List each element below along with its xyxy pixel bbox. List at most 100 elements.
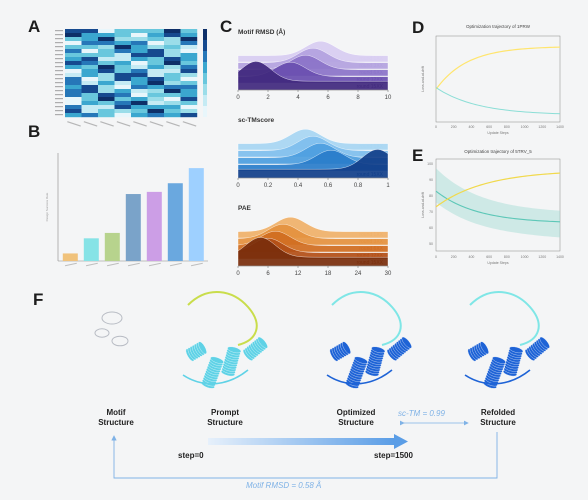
traj-e-frame	[435, 158, 561, 252]
heatmap-cell	[81, 41, 99, 46]
heatmap-row-tick	[55, 86, 63, 88]
panel-label-d: D	[412, 18, 425, 37]
heatmap-cell	[65, 33, 82, 38]
heatmap-cell	[164, 93, 181, 98]
caption-optimized-text: Optimized Structure	[336, 408, 376, 427]
heatmap-col-tick	[133, 121, 147, 127]
helix-turn	[401, 336, 412, 349]
heatmap-cell	[180, 69, 198, 74]
sc-tm-text: sc-TM = 0.99	[398, 409, 445, 418]
ridge-curve	[237, 237, 389, 267]
heatmap-cell	[98, 77, 115, 82]
panel-label-c: C	[220, 17, 233, 36]
caption-prompt-structure: Prompt Structure	[190, 408, 260, 428]
heatmap-cell	[65, 37, 82, 42]
heatmap-cell	[114, 45, 132, 50]
heatmap-row-tick	[55, 90, 63, 92]
heatmap-cell	[65, 97, 82, 102]
heatmap-cell	[81, 105, 99, 110]
heatmap-cell	[180, 65, 198, 70]
traj-d-line-teal	[435, 87, 561, 115]
traj-d-xlabel: Update Steps	[487, 131, 508, 135]
heatmap-cell	[147, 77, 165, 82]
heatmap-cell	[114, 97, 132, 102]
heatmap-cell	[114, 69, 132, 74]
heatmap-row-tick	[55, 54, 63, 56]
traj-d-frame	[435, 35, 561, 123]
bar-x-tick	[85, 262, 98, 267]
colorbar-segment	[203, 73, 207, 84]
caption-optimized-structure: Optimized Structure	[316, 408, 396, 428]
heatmap-cell	[114, 85, 132, 90]
ridge-tick-label: 0	[236, 95, 240, 101]
heatmap-cell	[180, 105, 198, 110]
colorbar-segment	[203, 95, 207, 106]
heatmap-cell	[164, 49, 181, 54]
heatmap-cell	[147, 57, 165, 62]
heatmap-cell	[81, 69, 99, 74]
step-end-label: step=1500	[374, 451, 413, 460]
heatmap-col-tick	[149, 121, 164, 127]
ridge-legend: round 12XX	[357, 77, 384, 83]
heatmap-cell	[114, 41, 132, 46]
refolded-structure-render	[464, 291, 550, 389]
colorbar-segment	[203, 40, 207, 51]
heatmap-cell	[131, 81, 148, 86]
traj-e-xtick: 800	[504, 255, 510, 259]
heatmap-cell	[147, 93, 165, 98]
helix-turn	[371, 346, 386, 354]
heatmap-cell	[131, 57, 148, 62]
heatmap-cell	[147, 29, 165, 34]
heatmap-cell	[131, 73, 148, 78]
panel-label-a: A	[28, 17, 41, 36]
heatmap-cell	[65, 29, 82, 34]
heatmap-cell	[81, 77, 99, 82]
heatmap-cell	[98, 93, 115, 98]
heatmap-cell	[131, 33, 148, 38]
traj-d-xtick: 800	[504, 125, 510, 129]
traj-d-ylabel: Loss-and-at-drift	[421, 66, 425, 92]
heatmap-cell	[164, 113, 181, 118]
heatmap-cell	[98, 61, 115, 66]
heatmap-cell	[131, 45, 148, 50]
motif-rmsd-text: Motif RMSD = 0.58 Å	[246, 481, 322, 490]
traj-e-line-teal	[435, 190, 561, 223]
heatmap-cell	[180, 57, 198, 62]
loop-strand	[182, 369, 249, 385]
loop-strand	[326, 369, 393, 385]
heatmap-cell	[65, 45, 82, 50]
heatmap-row-tick	[55, 70, 63, 72]
heatmap-cell	[65, 61, 82, 66]
heatmap-cell	[98, 97, 115, 102]
bar-x-tick	[106, 262, 119, 267]
heatmap-cell	[81, 97, 99, 102]
helix-turn	[509, 346, 524, 354]
ridge-legend: round 6XX	[359, 70, 383, 76]
heatmap-cell	[180, 73, 198, 78]
heatmap-cell	[147, 61, 165, 66]
ridge-legend: round 1XX	[359, 144, 383, 150]
heatmap-cell	[114, 101, 132, 106]
rmsd-loop-arrow	[111, 432, 498, 479]
heatmap-cell	[131, 41, 148, 46]
heatmap-cell	[147, 45, 165, 50]
heatmap-cell	[81, 53, 99, 58]
heatmap-cell	[114, 53, 132, 58]
ridge-curve	[237, 61, 389, 91]
heatmap-cell	[81, 81, 99, 86]
heatmap-cell	[147, 53, 165, 58]
traj-d-xtick: 0	[435, 125, 437, 129]
heatmap-cell	[131, 77, 148, 82]
heatmap-cell	[147, 89, 165, 94]
heatmap-cell	[164, 69, 181, 74]
heatmap-cell	[81, 65, 99, 70]
heatmap-cell	[81, 29, 99, 34]
motif-loop	[111, 335, 129, 347]
heatmap-col-tick	[166, 121, 180, 127]
traj-e-ytick: 80	[429, 194, 433, 198]
heatmap-cell	[81, 73, 99, 78]
heatmap-cell	[147, 41, 165, 46]
heatmap-cell	[180, 61, 198, 66]
heatmap-cell	[180, 93, 198, 98]
